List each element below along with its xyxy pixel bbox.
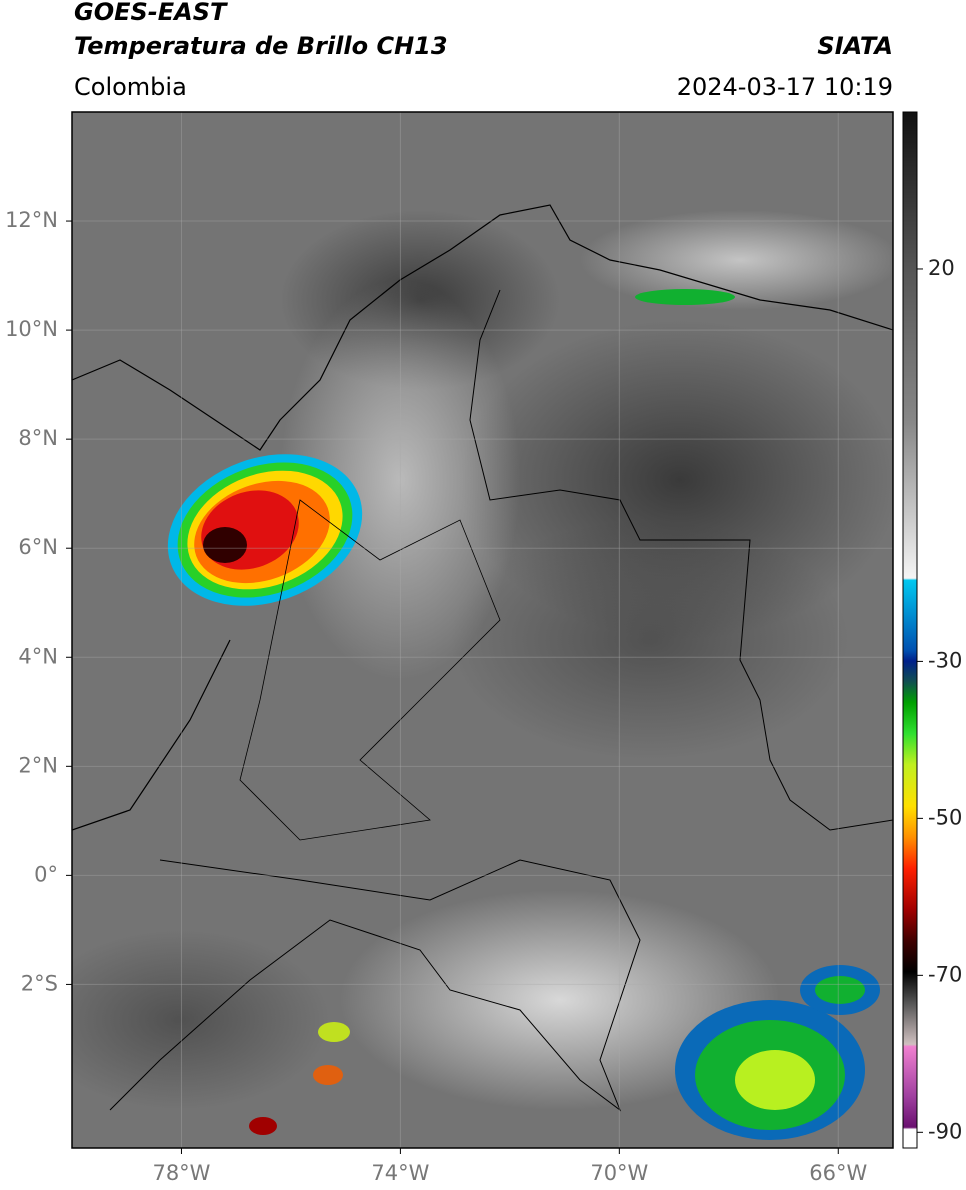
colorbar-tick-label: -50: [928, 805, 962, 829]
x-tick-label: 66°W: [809, 1161, 867, 1185]
x-tick-label: 78°W: [152, 1161, 210, 1185]
colorbar-tick-label: 20: [928, 256, 955, 280]
y-tick-label: 2°S: [21, 971, 58, 995]
x-tick-label: 70°W: [590, 1161, 648, 1185]
colorbar-tick-label: -70: [928, 962, 962, 986]
map-frame: [71, 111, 894, 1149]
y-tick-label: 8°N: [18, 426, 58, 450]
satellite: GOES-EAST: [74, 0, 228, 26]
y-tick-label: 12°N: [5, 208, 58, 232]
region: Colombia: [74, 73, 187, 101]
x-tick-label: 74°W: [371, 1161, 429, 1185]
grid: [72, 112, 893, 1148]
y-tick-label: 0°: [34, 862, 58, 886]
product: Temperatura de Brillo CH13: [74, 32, 448, 60]
colorbar-tick-label: -30: [928, 648, 962, 672]
colorbar-tick-label: -90: [928, 1119, 962, 1143]
satellite-image: [72, 112, 893, 1148]
y-tick-label: 4°N: [18, 644, 58, 668]
y-tick-label: 2°N: [18, 753, 58, 777]
y-tick-label: 10°N: [5, 317, 58, 341]
colorbar: [902, 111, 918, 1149]
source: SIATA: [817, 32, 893, 60]
datetime: 2024-03-17 10:19: [677, 73, 893, 101]
y-tick-label: 6°N: [18, 535, 58, 559]
